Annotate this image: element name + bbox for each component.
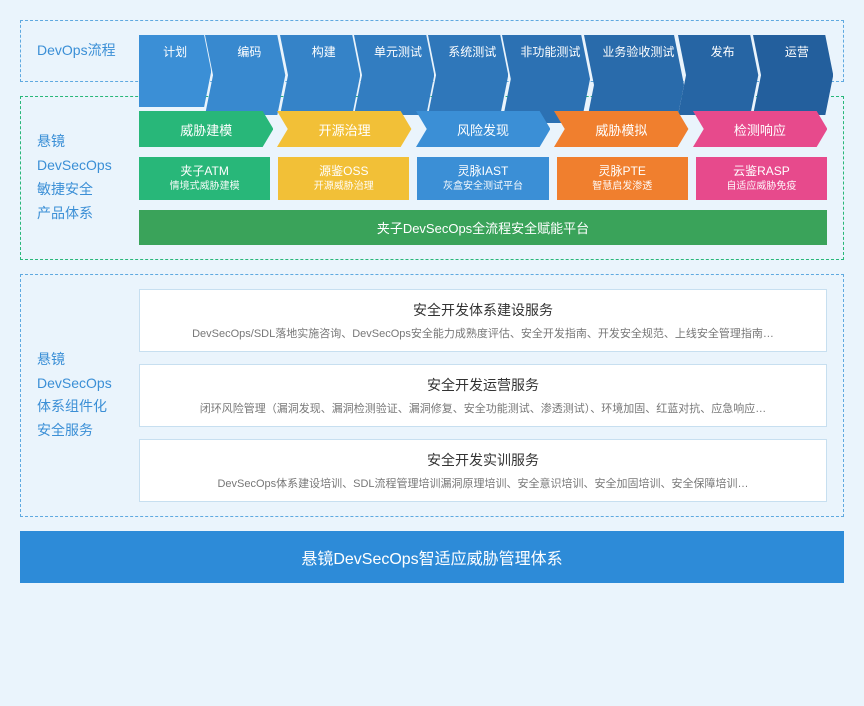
- product-title: 灵脉IAST: [421, 163, 544, 180]
- pipeline-stage: 单元测试: [354, 35, 434, 67]
- product-box: 灵脉IAST 灰盒安全测试平台: [417, 157, 548, 200]
- product-box: 灵脉PTE 智慧启发渗透: [557, 157, 688, 200]
- stage-label: 发布: [711, 43, 735, 60]
- pipeline-stage: 系统测试: [428, 35, 508, 67]
- section3-label: 悬镜DevSecOps体系组件化安全服务: [37, 348, 127, 443]
- platform-bar: 夹子DevSecOps全流程安全赋能平台: [139, 210, 827, 245]
- platform-label: 夹子DevSecOps全流程安全赋能平台: [377, 221, 589, 236]
- pipeline-stage: 构建: [280, 35, 360, 67]
- phases-row: 威胁建模 开源治理 风险发现 威胁模拟 检测响应: [139, 111, 827, 147]
- service-box: 安全开发体系建设服务 DevSecOps/SDL落地实施咨询、DevSecOps…: [139, 289, 827, 352]
- service-desc: 闭环风险管理（漏洞发现、漏洞检测验证、漏洞修复、安全功能测试、渗透测试）、环境加…: [154, 400, 812, 416]
- stage-label: 计划: [163, 43, 187, 60]
- product-title: 云鉴RASP: [700, 163, 823, 180]
- label-line: 悬镜: [37, 348, 127, 372]
- product-subtitle: 情境式威胁建模: [143, 180, 266, 194]
- product-subtitle: 开源威胁治理: [282, 180, 405, 194]
- services-list: 安全开发体系建设服务 DevSecOps/SDL落地实施咨询、DevSecOps…: [139, 289, 827, 502]
- service-desc: DevSecOps体系建设培训、SDL流程管理培训漏洞原理培训、安全意识培训、安…: [154, 475, 812, 491]
- label-line: 安全服务: [37, 419, 127, 443]
- products-row: 夹子ATM 情境式威胁建模源鉴OSS 开源威胁治理灵脉IAST 灰盒安全测试平台…: [139, 157, 827, 200]
- phase-chevron: 风险发现: [416, 111, 550, 147]
- pipeline-stage: 非功能测试: [502, 35, 590, 67]
- label-line: 敏捷安全: [37, 178, 127, 202]
- section2-label: 悬镜DevSecOps敏捷安全产品体系: [37, 130, 127, 225]
- phase-label: 检测响应: [734, 120, 786, 139]
- footer-bar: 悬镜DevSecOps智适应威胁管理体系: [20, 531, 844, 583]
- product-subtitle: 自适应威胁免疫: [700, 180, 823, 194]
- product-box: 源鉴OSS 开源威胁治理: [278, 157, 409, 200]
- phase-label: 风险发现: [457, 120, 509, 139]
- stage-label: 单元测试: [374, 43, 422, 60]
- phase-label: 开源治理: [319, 120, 371, 139]
- service-box: 安全开发实训服务 DevSecOps体系建设培训、SDL流程管理培训漏洞原理培训…: [139, 439, 827, 502]
- service-box: 安全开发运营服务 闭环风险管理（漏洞发现、漏洞检测验证、漏洞修复、安全功能测试、…: [139, 364, 827, 427]
- phase-label: 威胁建模: [180, 120, 232, 139]
- stage-label: 业务验收测试: [602, 43, 674, 60]
- stage-label: 编码: [237, 43, 261, 60]
- label-line: 产品体系: [37, 202, 127, 226]
- phase-chevron: 威胁模拟: [554, 111, 688, 147]
- service-desc: DevSecOps/SDL落地实施咨询、DevSecOps安全能力成熟度评估、安…: [154, 325, 812, 341]
- stage-label: 运营: [785, 43, 809, 60]
- pipeline-stage: 计划: [139, 35, 211, 67]
- pipeline: 计划 编码 构建 单元测试 系统测试 非功能测试 业务验收测试 发布 运营: [139, 35, 827, 67]
- product-title: 源鉴OSS: [282, 163, 405, 180]
- service-title: 安全开发体系建设服务: [154, 300, 812, 320]
- pipeline-stage: 运营: [753, 35, 833, 67]
- section1-label: DevOps流程: [37, 39, 127, 63]
- service-title: 安全开发运营服务: [154, 375, 812, 395]
- footer-label: 悬镜DevSecOps智适应威胁管理体系: [301, 551, 562, 568]
- stage-label: 系统测试: [448, 43, 496, 60]
- product-subtitle: 智慧启发渗透: [561, 180, 684, 194]
- product-title: 灵脉PTE: [561, 163, 684, 180]
- stage-label: 构建: [312, 43, 336, 60]
- service-title: 安全开发实训服务: [154, 450, 812, 470]
- label-line: DevSecOps: [37, 154, 127, 178]
- devsecops-products-section: 悬镜DevSecOps敏捷安全产品体系 威胁建模 开源治理 风险发现 威胁模拟 …: [20, 96, 844, 260]
- pipeline-stage: 业务验收测试: [584, 35, 684, 67]
- label-line: 体系组件化: [37, 395, 127, 419]
- label-line: DevSecOps: [37, 372, 127, 396]
- section2-content: 威胁建模 开源治理 风险发现 威胁模拟 检测响应 夹子ATM 情境式威胁建模源鉴…: [139, 111, 827, 245]
- devops-pipeline-section: DevOps流程 计划 编码 构建 单元测试 系统测试 非功能测试 业务验收测试…: [20, 20, 844, 82]
- phase-chevron: 威胁建模: [139, 111, 273, 147]
- devsecops-services-section: 悬镜DevSecOps体系组件化安全服务 安全开发体系建设服务 DevSecOp…: [20, 274, 844, 517]
- phase-label: 威胁模拟: [595, 120, 647, 139]
- stage-label: 非功能测试: [520, 43, 580, 60]
- pipeline-stage: 编码: [205, 35, 285, 67]
- product-box: 云鉴RASP 自适应威胁免疫: [696, 157, 827, 200]
- phase-chevron: 检测响应: [693, 111, 827, 147]
- phase-chevron: 开源治理: [277, 111, 411, 147]
- label-line: 悬镜: [37, 130, 127, 154]
- pipeline-stage: 发布: [678, 35, 758, 67]
- product-box: 夹子ATM 情境式威胁建模: [139, 157, 270, 200]
- product-subtitle: 灰盒安全测试平台: [421, 180, 544, 194]
- product-title: 夹子ATM: [143, 163, 266, 180]
